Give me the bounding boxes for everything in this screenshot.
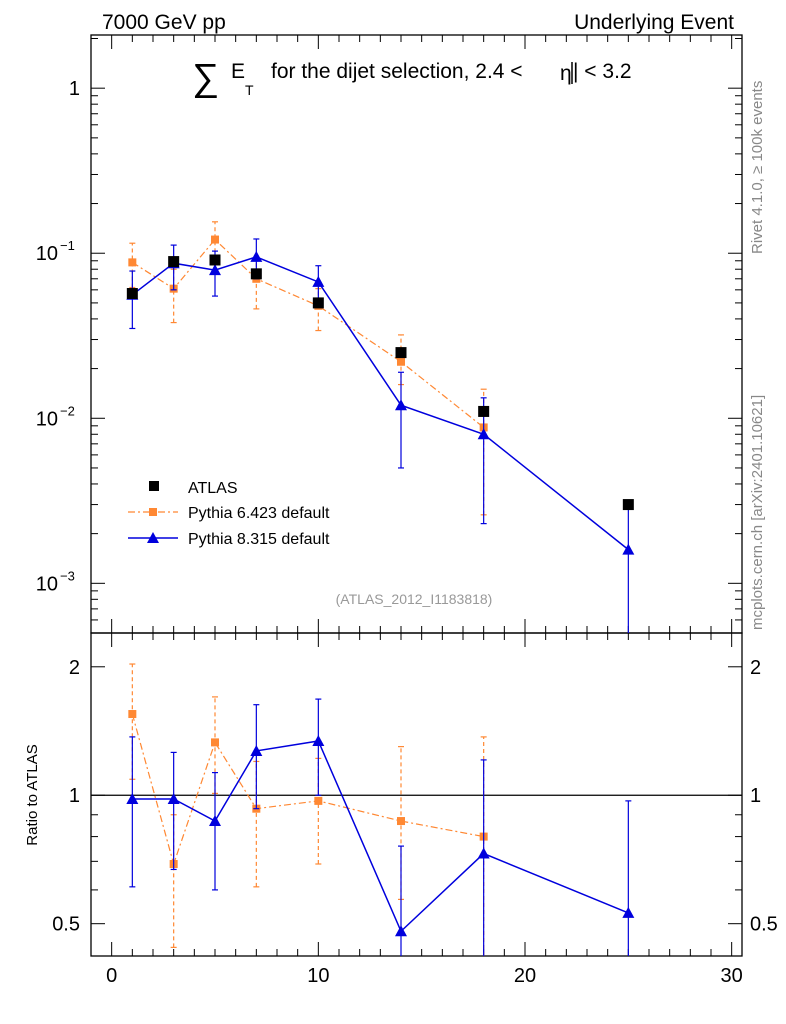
- main-pythia6-point-1: [128, 258, 137, 267]
- main-pythia8-point-7: [250, 250, 263, 262]
- ratio-pythia8-point-3: [167, 792, 180, 804]
- main-pythia8-series: [126, 238, 635, 633]
- ratio-pythia6-point-10: [314, 796, 323, 805]
- ratio-y-tick-label-left-1: 1: [69, 785, 80, 807]
- main-pythia8-point-25: [622, 543, 635, 555]
- analysis-id-label: (ATLAS_2012_I1183818): [336, 591, 493, 607]
- y-tick-exponent-2: −2: [60, 403, 75, 418]
- legend-atlas-label: ATLAS: [188, 480, 238, 497]
- title-eta: η: [560, 62, 572, 85]
- ratio-pythia8-point-5: [209, 815, 221, 827]
- x-tick-label-20: 20: [514, 965, 536, 987]
- main-atlas-point-10: [312, 297, 324, 309]
- ratio-y-tick-label-left-2: 2: [69, 657, 80, 679]
- y-tick-exponent-3: −3: [60, 568, 75, 583]
- ratio-y-tick-label-right-2: 2: [750, 657, 761, 679]
- ratio-y-tick-label-left-0: 0.5: [52, 914, 80, 936]
- legend-pythia8-marker: [147, 532, 159, 543]
- ratio-y-tick-label-right-0: 0.5: [750, 914, 778, 936]
- main-pythia8-point-18: [477, 428, 490, 440]
- legend-atlas-marker: [149, 481, 159, 491]
- x-tick-label-30: 30: [721, 965, 743, 987]
- main-pythia6-point-14: [397, 357, 405, 366]
- main-atlas-point-5: [209, 254, 221, 266]
- ratio-y-tick-label-right-1: 1: [750, 785, 761, 807]
- main-atlas-point-1: [126, 288, 138, 300]
- ratio-panel-frame: [90, 632, 743, 957]
- ratio-pythia8-point-7: [250, 744, 263, 756]
- main-atlas-series: [126, 254, 634, 511]
- y-tick-label-1: 10: [36, 243, 58, 265]
- x-tick-label-0: 0: [106, 965, 117, 987]
- legend: ATLAS Pythia 6.423 default Pythia 8.315 …: [128, 480, 330, 548]
- y-tick-exponent-1: −1: [60, 238, 75, 253]
- ratio-pythia8-point-14: [395, 925, 407, 937]
- main-pythia6-series: [128, 221, 488, 516]
- main-pythia6-line: [132, 238, 485, 428]
- main-pythia8-line: [131, 256, 629, 551]
- ratio-pythia8-point-25: [622, 906, 635, 918]
- legend-pythia6-label: Pythia 6.423 default: [188, 505, 330, 522]
- legend-entry-pythia6: Pythia 6.423 default: [128, 505, 330, 522]
- legend-pythia8-label: Pythia 8.315 default: [188, 531, 330, 548]
- title-text-end: | < 3.2: [573, 60, 632, 83]
- ratio-pythia8-series: [126, 698, 635, 956]
- header-left: 7000 GeV pp: [102, 11, 226, 34]
- ratio-pythia8-point-10: [312, 735, 325, 747]
- x-tick-label-10: 10: [307, 965, 329, 987]
- legend-pythia6-marker: [149, 508, 157, 516]
- main-pythia8-point-10: [312, 275, 325, 287]
- title-sum-symbol: ∑: [192, 57, 219, 99]
- title-text: for the dijet selection, 2.4 <: [271, 60, 523, 83]
- main-atlas-point-18: [478, 405, 490, 417]
- main-atlas-point-14: [395, 347, 407, 359]
- ratio-pythia6-line: [131, 713, 484, 867]
- main-atlas-point-7: [250, 268, 262, 280]
- ratio-pythia8-point-1: [126, 792, 139, 804]
- legend-entry-atlas: ATLAS: [149, 480, 238, 497]
- main-pythia8-point-14: [395, 399, 407, 411]
- title-subscript: T: [245, 82, 254, 98]
- title-quantity: E: [231, 60, 245, 83]
- header-right: Underlying Event: [574, 11, 734, 34]
- legend-entry-pythia8: Pythia 8.315 default: [128, 531, 330, 548]
- y-tick-label-2: 10: [36, 408, 58, 430]
- ratio-pythia6-series: [128, 663, 488, 956]
- main-pythia8-point-5: [209, 264, 221, 276]
- ratio-pythia6-point-1: [128, 710, 137, 719]
- main-atlas-point-25: [622, 499, 634, 511]
- ratio-pythia8-line: [132, 740, 629, 933]
- main-panel-series: [126, 221, 635, 633]
- y-tick-label-0: 1: [69, 78, 80, 100]
- ratio-pythia8-point-18: [477, 847, 490, 859]
- ratio-pythia6-point-5: [211, 738, 219, 747]
- main-pythia6-point-5: [211, 235, 219, 244]
- plot-title: ∑ E T for the dijet selection, 2.4 < η |…: [192, 57, 632, 99]
- main-atlas-point-3: [168, 256, 180, 268]
- y-tick-label-3: 10: [36, 573, 58, 595]
- rivet-version-label: Rivet 4.1.0, ≥ 100k events: [749, 81, 766, 254]
- ratio-y-axis-label: Ratio to ATLAS: [24, 744, 41, 845]
- mcplots-label: mcplots.cern.ch [arXiv:2401.10621]: [749, 395, 766, 630]
- ratio-panel-series: [91, 663, 742, 956]
- ratio-pythia6-point-14: [397, 817, 405, 826]
